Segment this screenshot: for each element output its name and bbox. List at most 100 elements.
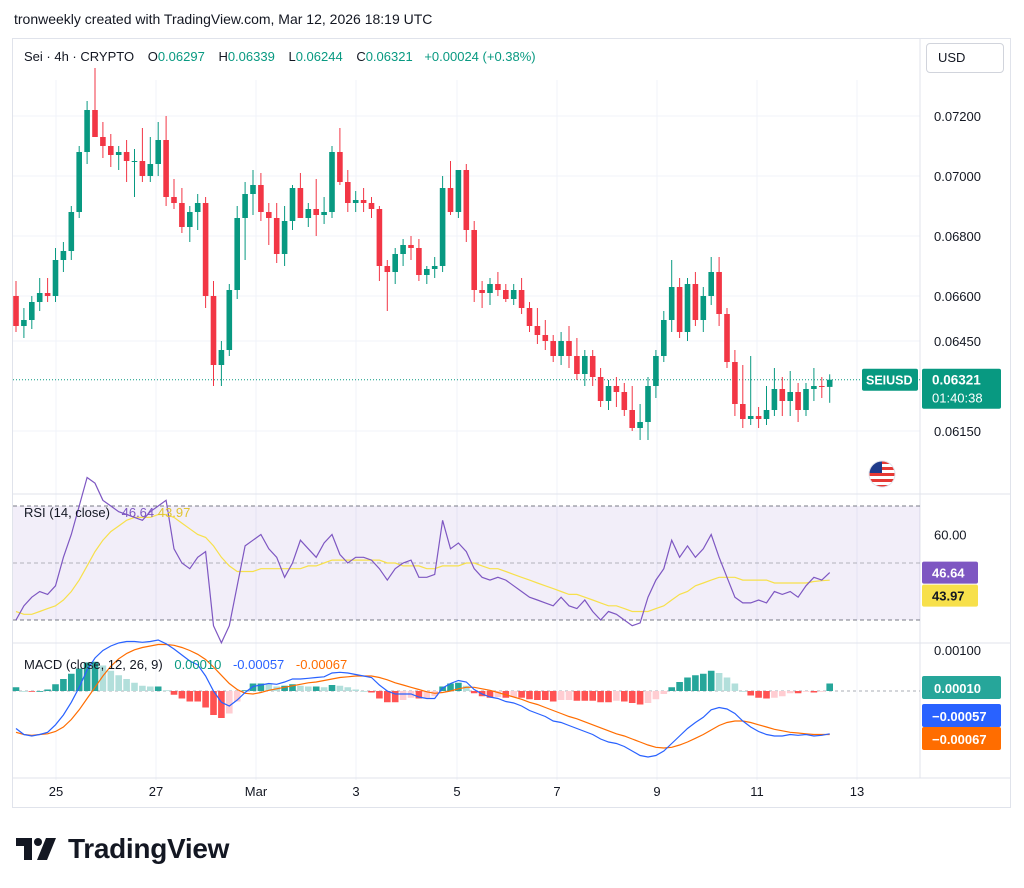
candle-body: [29, 302, 35, 320]
macd-histogram-bar: [289, 684, 296, 691]
macd-histogram-bar: [652, 691, 660, 700]
price-legend: Sei · 4h · CRYPTO O0.06297 H0.06339 L0.0…: [24, 49, 536, 64]
symbol-tag-bg: [862, 368, 918, 391]
macd-line: [15, 639, 830, 758]
macd-histogram-bar: [336, 685, 344, 691]
currency-button[interactable]: USD: [926, 43, 1004, 73]
macd-histogram-bar: [344, 687, 352, 691]
tradingview-logo: TradingView: [16, 832, 229, 866]
macd-signal-badge: −0.00067: [932, 732, 987, 747]
candle-body: [755, 416, 762, 419]
macd-histogram-bar: [763, 691, 770, 699]
candle-body: [289, 188, 296, 221]
macd-histogram-bar: [676, 682, 683, 691]
candle-body: [676, 287, 683, 332]
macd-histogram-bar: [636, 691, 644, 705]
macd-histogram-bar: [723, 677, 731, 691]
time-tick-label: 7: [553, 784, 560, 799]
candle-body: [202, 203, 209, 296]
macd-histogram-bar: [779, 691, 786, 697]
symbol-label[interactable]: Sei · 4h · CRYPTO: [24, 49, 135, 64]
macd-histogram-bar: [281, 685, 288, 691]
rsi-label[interactable]: RSI (14, close): [24, 505, 110, 520]
macd-line-value: -0.00057: [232, 657, 285, 672]
rsi-legend: RSI (14, close) 46.64 43.97: [24, 505, 190, 520]
candle-body: [613, 386, 620, 392]
macd-signal-value: -0.00067: [295, 657, 348, 672]
candle-body: [708, 272, 714, 296]
rsi-value: 46.64: [121, 505, 155, 520]
macd-histogram-bar: [621, 691, 628, 702]
macd-histogram-bar: [463, 685, 470, 691]
candle-body: [281, 221, 288, 254]
macd-histogram-bar: [534, 691, 541, 700]
macd-histogram-bar: [786, 691, 794, 694]
candle-body: [234, 218, 240, 290]
macd-histogram-bar: [320, 687, 328, 691]
candle-body: [242, 194, 248, 218]
candle-body: [115, 152, 122, 155]
candle-body: [76, 152, 82, 212]
macd-histogram-bar: [170, 691, 178, 695]
candle-body: [629, 410, 635, 428]
candle-body: [392, 254, 398, 272]
candle-body: [637, 422, 643, 428]
macd-histogram-bar: [44, 689, 51, 691]
candle-body: [447, 188, 454, 212]
candle-body: [582, 356, 588, 374]
candle-body: [803, 389, 809, 410]
candle-body: [226, 290, 233, 350]
candle-body: [471, 230, 477, 290]
candle-body: [171, 197, 177, 203]
macd-histogram-bar: [147, 686, 154, 691]
attribution-header: tronweekly created with TradingView.com,…: [14, 11, 433, 27]
candle-body: [210, 296, 217, 365]
macd-histogram-bar: [226, 691, 233, 714]
candle-body: [763, 410, 770, 419]
candle-body: [645, 386, 651, 422]
macd-label[interactable]: MACD (close, 12, 26, 9): [24, 657, 163, 672]
us-flag-icon[interactable]: [867, 459, 897, 489]
macd-histogram-bar: [447, 683, 454, 691]
candle-body: [542, 335, 549, 341]
time-tick-label: 27: [149, 784, 163, 799]
macd-histogram-bar: [52, 684, 59, 691]
candle-body: [52, 260, 59, 296]
candle-body: [819, 386, 825, 387]
macd-histogram-bar: [518, 691, 525, 698]
candle-body: [621, 392, 628, 410]
high-label: H: [218, 49, 228, 64]
candle-body: [368, 203, 375, 209]
candle-body: [218, 350, 225, 365]
candle-body: [321, 212, 327, 215]
candle-body: [732, 362, 738, 404]
macd-histogram-bar: [115, 675, 122, 691]
candle-body: [384, 266, 391, 272]
macd-histogram-bar: [305, 686, 312, 691]
candle-body: [100, 137, 106, 146]
candle-body: [479, 290, 485, 293]
macd-histogram-bar: [628, 691, 636, 703]
candle-body: [352, 200, 359, 203]
candle-body: [305, 209, 312, 218]
candle-body: [597, 377, 604, 401]
rsi-ma-value: 43.97: [157, 505, 191, 520]
macd-histogram-bar: [139, 685, 146, 691]
candle-body: [455, 170, 462, 212]
candle-body: [297, 188, 304, 218]
macd-histogram-bar: [28, 691, 36, 692]
candle-body: [495, 284, 501, 290]
macd-histogram-bar: [328, 685, 336, 691]
candle-body: [108, 146, 114, 155]
symbol-tag: SEIUSD: [866, 374, 913, 388]
time-tick-label: 3: [352, 784, 359, 799]
macd-histogram-bar: [692, 675, 699, 691]
macd-histogram-bar: [241, 690, 249, 692]
macd-histogram-bar: [12, 687, 20, 691]
macd-histogram-bar: [415, 691, 423, 699]
candle-body: [589, 356, 596, 377]
candle-body: [44, 293, 51, 296]
macd-histogram-bar: [470, 691, 478, 694]
macd-histogram-bar: [526, 691, 533, 700]
